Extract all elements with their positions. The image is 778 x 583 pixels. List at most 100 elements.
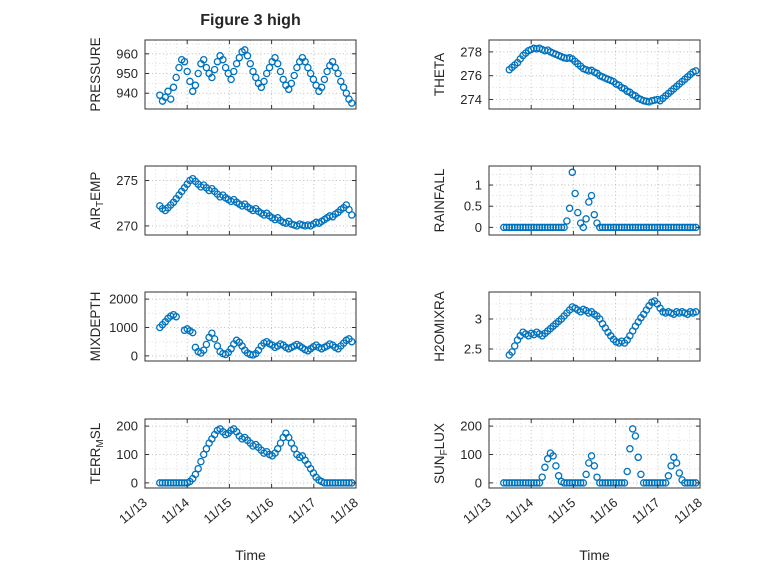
data-point (334, 479, 342, 487)
data-point (342, 89, 351, 97)
data-point (563, 217, 571, 225)
data-point (615, 479, 623, 487)
data-point (681, 479, 689, 487)
data-point (532, 223, 541, 232)
data-point (628, 223, 637, 232)
data-point (574, 479, 582, 487)
data-point (530, 223, 538, 232)
subplot-PRESSURE: 940 950 960 PRESSURE Figure 3 high (88, 12, 357, 112)
data-point (166, 95, 175, 103)
data-point (246, 59, 255, 68)
subplot-H2OMIXRA: 2.5 3 H2OMIXRA (432, 291, 701, 362)
data-point (510, 479, 519, 487)
data-point (252, 73, 260, 82)
data-point (164, 87, 172, 96)
data-point (284, 85, 293, 94)
data-point (328, 479, 337, 487)
data-point (175, 63, 183, 72)
data-series (156, 174, 356, 230)
data-point (326, 479, 334, 487)
data-point (598, 223, 607, 232)
data-point (243, 52, 252, 60)
axes-box (488, 418, 701, 489)
y-tick-label: 100 (460, 447, 482, 462)
data-point (650, 479, 659, 487)
axes-box (144, 165, 357, 236)
y-axis-label: RAINFALL (432, 168, 447, 232)
data-point (568, 479, 577, 487)
data-point (582, 470, 590, 479)
data-point (334, 69, 342, 78)
y-tick-label: 0 (131, 475, 138, 490)
data-point (552, 223, 560, 232)
axes-box (144, 39, 357, 110)
data-point (180, 57, 189, 66)
data-series (505, 297, 700, 359)
data-point (543, 223, 552, 232)
data-point (541, 463, 549, 472)
data-point (202, 340, 211, 349)
data-point (287, 79, 296, 88)
data-point (615, 223, 623, 232)
subplot-TERR_MSL: 0 100 200 TERRMSL 11/13 11/14 11/15 11/16 11/17 1… (88, 418, 361, 563)
data-point (530, 479, 538, 487)
y-tick-label: 1 (475, 178, 482, 193)
data-point (648, 223, 656, 232)
y-axis-label: AIRTEMP (88, 172, 106, 230)
data-point (656, 223, 664, 232)
data-point (612, 479, 620, 487)
data-point (301, 57, 309, 66)
data-point (169, 479, 178, 487)
data-point (639, 223, 648, 232)
data-point (686, 223, 695, 232)
data-point (598, 479, 607, 487)
data-point (527, 223, 535, 232)
data-point (257, 83, 266, 92)
y-tick-label: 940 (116, 86, 138, 101)
y-tick-label: 0 (475, 475, 482, 490)
data-point (645, 223, 653, 232)
data-point (659, 223, 667, 232)
data-point (675, 223, 684, 232)
x-tick-label: 11/15 (200, 495, 234, 527)
y-tick-label: 1000 (109, 320, 138, 335)
axes-box (488, 165, 701, 236)
data-point (585, 198, 593, 206)
y-axis-label: MIXDEPTH (88, 292, 103, 362)
x-tick-label: 11/16 (243, 495, 277, 527)
data-point (670, 223, 678, 232)
data-point (191, 470, 200, 479)
data-point (169, 83, 178, 92)
subplot-MIXDEPTH: 0 1000 2000 MIXDEPTH (88, 291, 357, 363)
axes-box (488, 291, 701, 362)
data-point (631, 432, 640, 440)
data-point (546, 223, 555, 232)
data-point (596, 479, 604, 487)
data-point (590, 462, 599, 470)
data-point (230, 67, 238, 76)
data-point (172, 73, 180, 82)
data-point (348, 337, 356, 346)
data-point (227, 75, 235, 84)
data-point (164, 479, 172, 487)
data-point (175, 479, 183, 487)
data-point (620, 223, 629, 232)
y-tick-label: 270 (116, 218, 138, 233)
data-point (265, 63, 274, 72)
data-point (273, 445, 282, 453)
data-point (538, 223, 546, 232)
y-tick-label: 3 (475, 312, 482, 327)
x-tick-label: 11/16 (587, 495, 621, 527)
data-point (337, 77, 345, 86)
data-point (568, 168, 577, 177)
x-tick-label: 11/18 (327, 495, 361, 527)
subplot-THETA: 274 276 278 THETA (432, 39, 701, 110)
data-point (579, 223, 588, 232)
x-tick-label: 11/15 (544, 495, 578, 527)
y-tick-label: 960 (116, 46, 138, 61)
data-point (210, 65, 219, 74)
data-point (172, 479, 180, 487)
data-point (661, 479, 670, 487)
data-point (271, 53, 279, 62)
